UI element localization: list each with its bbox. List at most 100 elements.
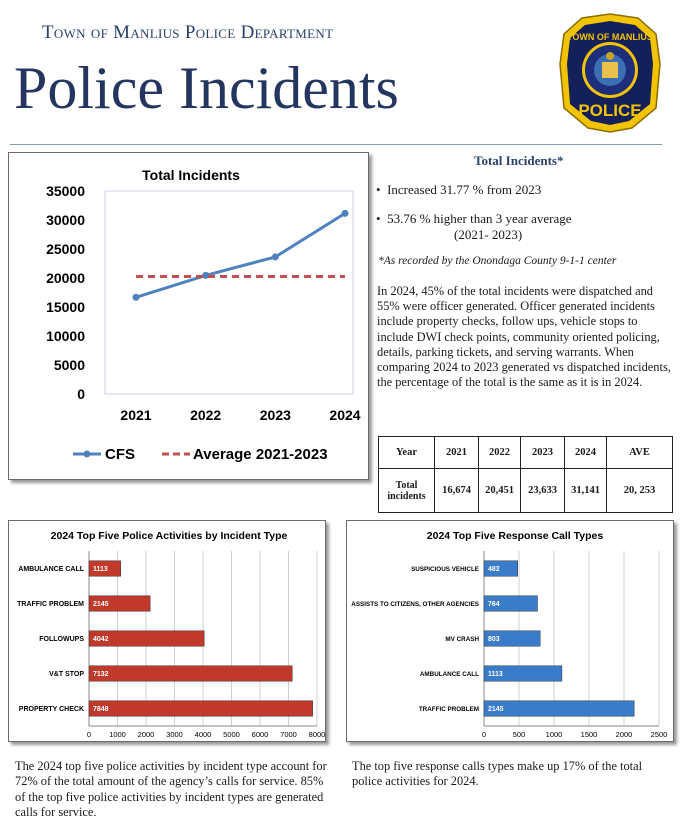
- x-tick-label: 6000: [252, 730, 269, 739]
- response-call-types-chart: 2024 Top Five Response Call Types 0 500 100…: [346, 520, 674, 742]
- y-tick-label: 20000: [46, 270, 85, 286]
- category-label: FOLLOWUPS: [39, 636, 84, 643]
- data-point: [271, 253, 279, 261]
- y-tick-label: 0: [77, 386, 85, 402]
- y-tick-label: 10000: [46, 328, 85, 344]
- data-point: [202, 271, 210, 279]
- category-label: AMBULANCE CALL: [18, 566, 84, 573]
- chart-title: 2024 Top Five Response Call Types: [427, 530, 604, 542]
- table-header-cell: AVE: [606, 436, 673, 469]
- table-header-row: Year 2021 2022 2023 2024 AVE: [378, 436, 673, 469]
- data-label: 1113: [93, 566, 108, 573]
- x-tick-label: 2024: [329, 407, 360, 423]
- category-label: MV CRASH: [445, 636, 479, 643]
- category-label: PROPERTY CHECK: [19, 706, 84, 713]
- table-cell: 31,141: [564, 468, 607, 513]
- y-tick-label: 35000: [46, 183, 85, 199]
- data-label: 4042: [93, 636, 109, 643]
- bullet-increase: • Increased 31.77 % from 2023: [376, 182, 542, 197]
- table-header-cell: 2022: [478, 436, 521, 469]
- table-cell: 16,674: [434, 468, 479, 513]
- data-label: 764: [488, 601, 500, 608]
- category-label: SUSPICIOUS VEHICLE: [411, 566, 479, 573]
- data-label: 482: [488, 566, 500, 573]
- bar: [88, 700, 313, 717]
- category-label: ASSISTS TO CITIZENS, OTHER AGENCIES: [351, 601, 479, 608]
- data-point: [132, 293, 140, 301]
- x-tick-label: 7000: [280, 730, 297, 739]
- table-row-label: Total incidents: [378, 468, 435, 513]
- category-label: V&T STOP: [49, 671, 84, 678]
- bar: [483, 595, 538, 612]
- x-tick-label: 2000: [616, 730, 633, 739]
- response-caption: The top five response calls types make u…: [352, 759, 643, 789]
- badge-bottom-text: POLICE: [578, 101, 641, 120]
- bar: [483, 665, 563, 682]
- chart-title: 2024 Top Five Police Activities by Incid…: [51, 530, 288, 542]
- department-name: Town of Manlius Police Department: [42, 22, 334, 43]
- incidents-table: Year 2021 2022 2023 2024 AVE Total incid…: [378, 436, 673, 513]
- table-row: Total incidents 16,674 20,451 23,633 31,…: [378, 468, 673, 513]
- category-label: TRAFFIC PROBLEM: [419, 706, 479, 713]
- bullet-year-range: (2021- 2023): [454, 227, 523, 242]
- x-tick-label: 0: [482, 730, 486, 739]
- table-cell: 23,633: [520, 468, 565, 513]
- page-title: Police Incidents: [14, 55, 399, 121]
- table-header-cell: 2021: [434, 436, 479, 469]
- plot-area: [104, 190, 354, 395]
- data-label: 7132: [93, 671, 109, 678]
- x-tick-label: 0: [87, 730, 91, 739]
- source-note: *As recorded by the Onondaga County 9-1-…: [378, 255, 617, 267]
- x-tick-label: 1000: [546, 730, 563, 739]
- bar: [483, 560, 518, 577]
- data-label: 803: [488, 636, 500, 643]
- x-tick-label: 2023: [260, 407, 291, 423]
- incidents-paragraph: In 2024, 45% of the total incidents were…: [377, 284, 671, 390]
- y-tick-label: 5000: [54, 357, 85, 373]
- bar: [88, 665, 293, 682]
- x-tick-label: 1500: [581, 730, 598, 739]
- x-tick-label: 500: [513, 730, 526, 739]
- x-tick-label: 5000: [223, 730, 240, 739]
- total-incidents-chart: Total Incidents 0 5000 10000 15000 20000 25000…: [8, 152, 369, 480]
- data-label: 7848: [93, 706, 109, 713]
- y-tick-label: 15000: [46, 299, 85, 315]
- activities-caption: The 2024 top five police activities by i…: [15, 759, 327, 819]
- data-label: 2145: [488, 706, 504, 713]
- bar: [88, 630, 205, 647]
- data-label: 1113: [488, 671, 503, 678]
- data-label: 2145: [93, 601, 109, 608]
- x-tick-label: 1000: [109, 730, 126, 739]
- category-label: TRAFFIC PROBLEM: [17, 601, 84, 608]
- badge-top-text: TOWN OF MANLIUS: [567, 32, 653, 42]
- table-cell: 20,451: [478, 468, 521, 513]
- bar: [483, 700, 635, 717]
- police-activities-chart: 2024 Top Five Police Activities by Incid…: [8, 520, 326, 742]
- y-tick-label: 30000: [46, 212, 85, 228]
- bar: [88, 560, 121, 577]
- x-tick-label: 2022: [190, 407, 221, 423]
- chart-title: Total Incidents: [142, 167, 240, 183]
- x-tick-label: 4000: [195, 730, 212, 739]
- data-point: [341, 209, 349, 217]
- x-tick-label: 2000: [138, 730, 155, 739]
- category-label: AMBULANCE CALL: [420, 671, 479, 678]
- legend-label-cfs: CFS: [105, 446, 135, 463]
- total-incidents-heading: Total Incidents*: [474, 153, 564, 168]
- table-header-cell: 2023: [520, 436, 565, 469]
- y-tick-label: 25000: [46, 241, 85, 257]
- x-tick-label: 2021: [120, 407, 151, 423]
- series-line-cfs: [135, 212, 346, 299]
- bar: [88, 595, 151, 612]
- bullet-higher-average: • 53.76 % higher than 3 year average: [376, 211, 572, 226]
- table-header-cell: Year: [378, 436, 435, 469]
- bar: [483, 630, 541, 647]
- header-divider: [10, 144, 662, 145]
- x-tick-label: 8000: [309, 730, 325, 739]
- x-tick-label: 3000: [166, 730, 183, 739]
- x-tick-label: 2500: [651, 730, 668, 739]
- legend-marker-cfs: [83, 450, 91, 458]
- table-header-cell: 2024: [564, 436, 607, 469]
- police-badge-logo: TOWN OF MANLIUS POLICE: [558, 12, 662, 134]
- table-cell: 20, 253: [606, 468, 673, 513]
